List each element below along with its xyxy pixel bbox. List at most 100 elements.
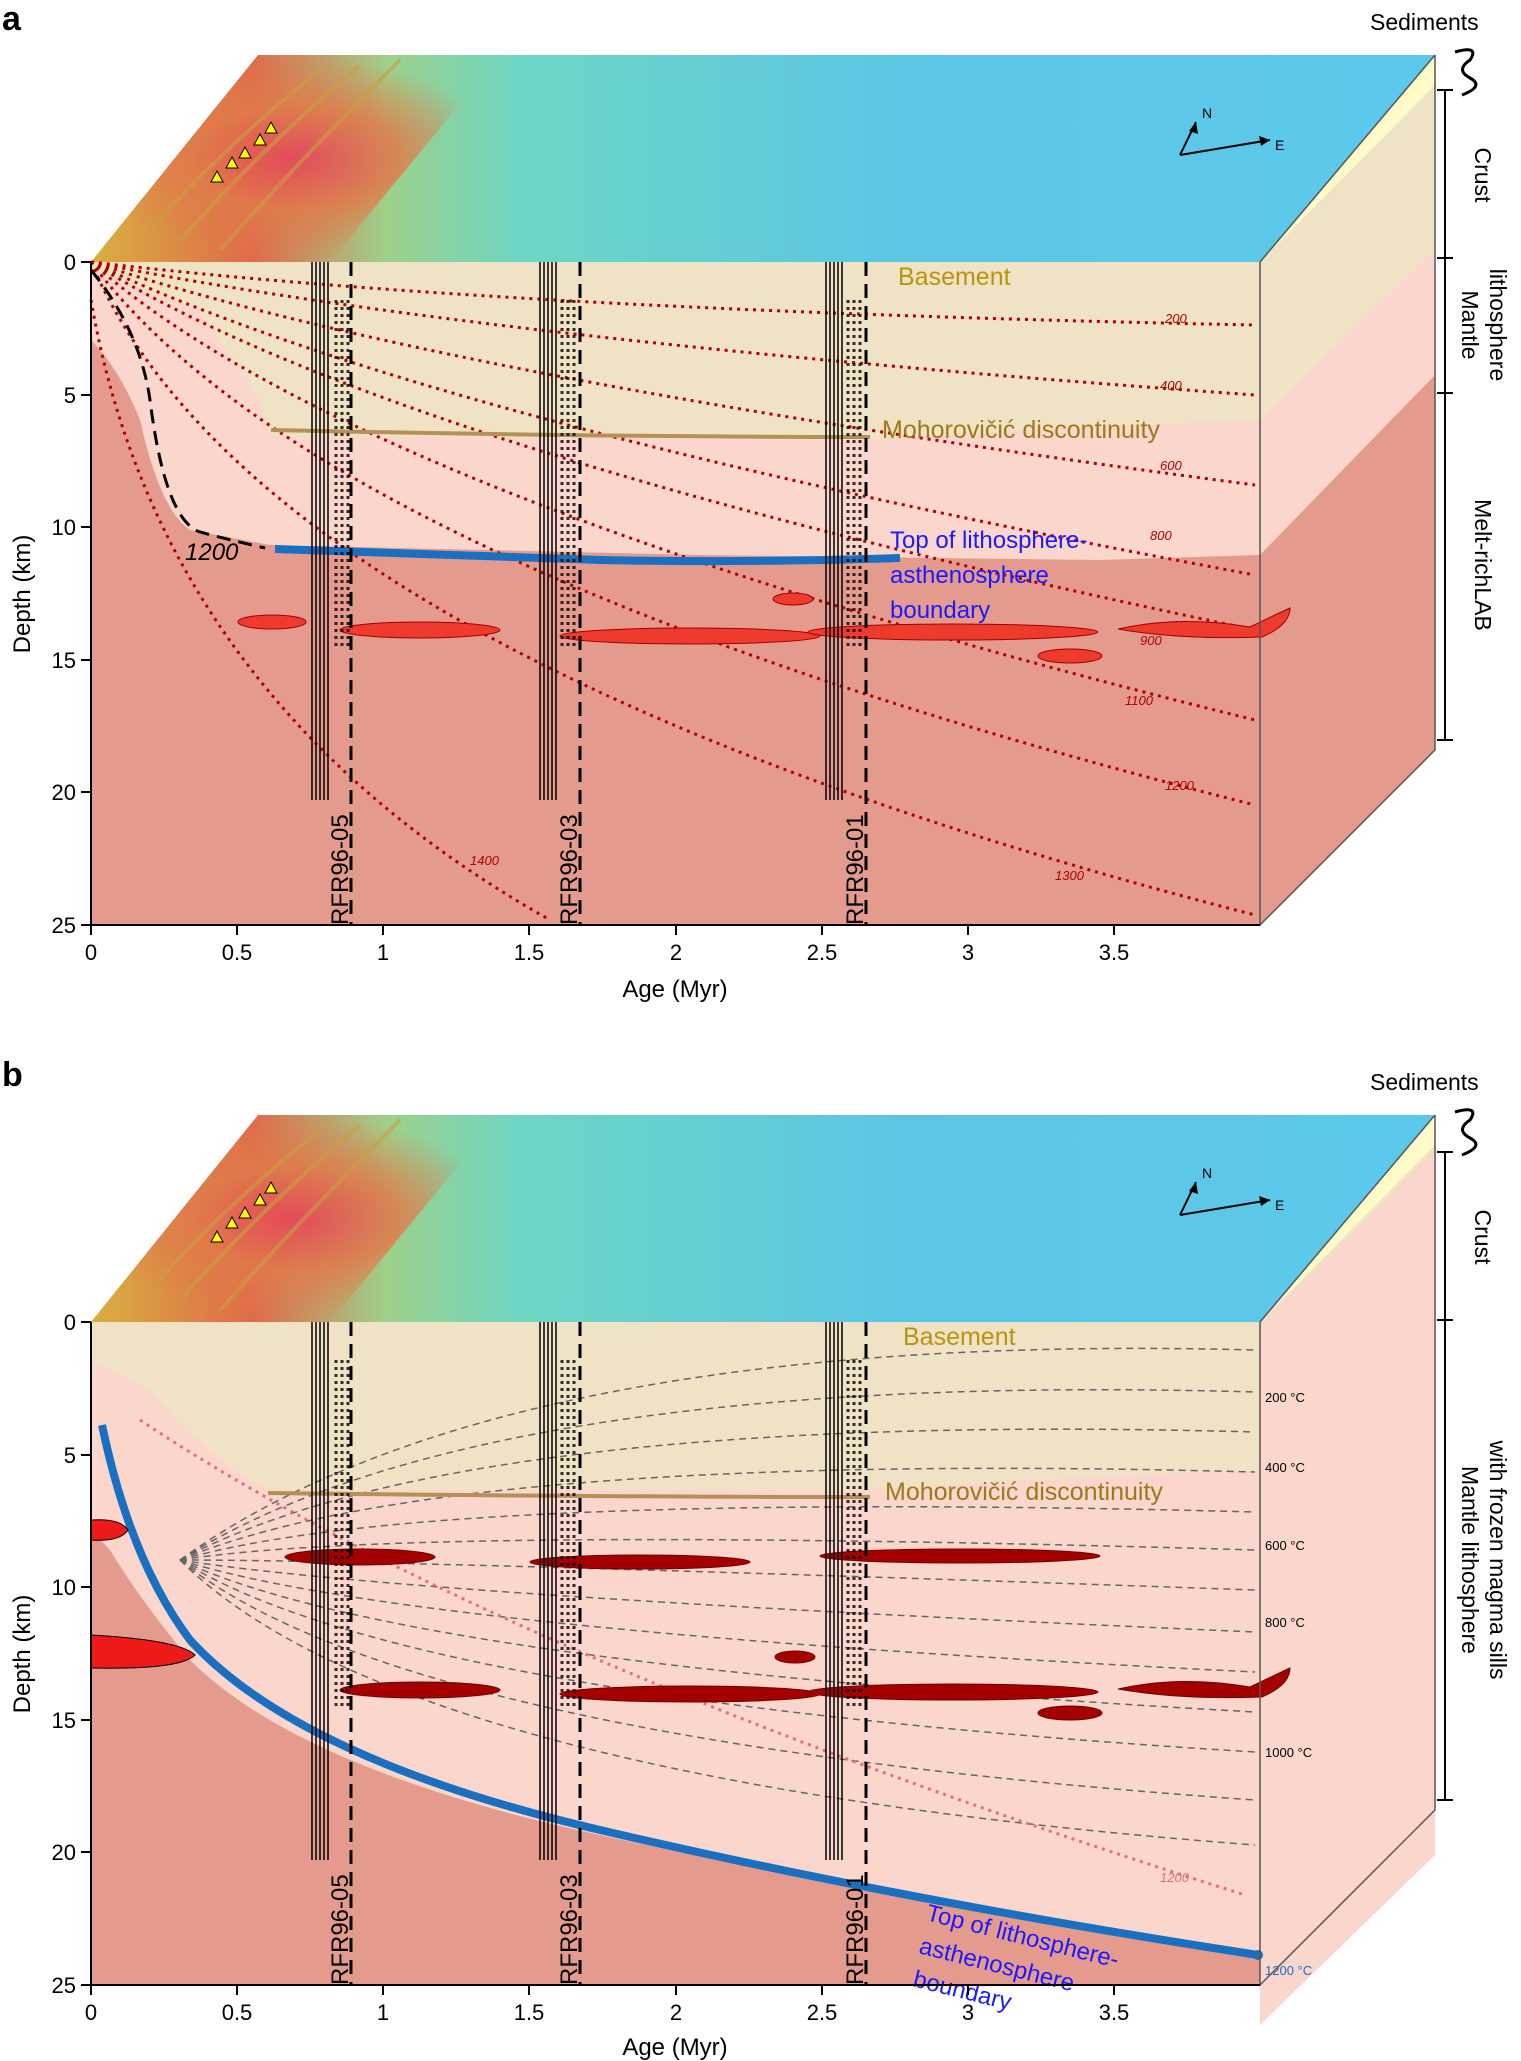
panel-a-xtick: 2.5 — [807, 940, 838, 965]
panel-b-isotherms — [179, 1347, 1256, 1846]
panel-a-iso-label-1300: 1300 — [1055, 868, 1085, 883]
panel-a-melt-sills — [237, 592, 1291, 664]
panel-b-ytick: 20 — [52, 1840, 76, 1865]
panel-a-sill — [807, 623, 1099, 641]
panel-a-ytick: 20 — [52, 780, 76, 805]
panel-b-side-crust — [1260, 1145, 1435, 1325]
panel-a-mantle-label-2: lithosphere — [1485, 269, 1511, 382]
panel-b-xlabel: Age (Myr) — [622, 2034, 727, 2061]
panel-a-sediments-pointer — [1454, 48, 1478, 97]
panel-a-profile-label-05: RFR96-05 — [327, 814, 354, 925]
panel-a-lab-line — [274, 545, 901, 566]
panel-b-moho-label: Mohorovičić discontinuity — [885, 1478, 1163, 1506]
panel-b-iso-label-200: 200 °C — [1265, 1390, 1305, 1405]
panel-a-ytick: 5 — [64, 383, 76, 408]
panel-a-sill — [559, 627, 821, 645]
panel-b-ytick: 5 — [64, 1443, 76, 1468]
panel-b-lab-endpoint — [1253, 1950, 1263, 1960]
panel-a-xlabel: Age (Myr) — [622, 976, 727, 1003]
panel-b-dotted-1200-isotherm — [139, 1418, 1246, 1897]
panel-a-ylabel: Depth (km) — [9, 535, 36, 654]
panel-a-iso-label-200: 200 — [1164, 311, 1187, 326]
panel-b-axes: 0 0.5 1 1.5 2 2.5 3 3.5 0 5 10 15 20 25 … — [9, 1310, 1260, 2061]
panel-b-ridge-topography — [91, 1115, 500, 1322]
panel-a-mantle-label-1: Mantle — [1457, 290, 1483, 359]
panel-b-xtick: 3.5 — [1099, 2000, 1130, 2025]
panel-a-isotherm-1200 — [89, 261, 1256, 807]
panel-b-xtick: 0 — [85, 2000, 97, 2025]
panel-a-melt-label: Melt-richLAB — [1470, 499, 1496, 631]
panel-b-profile-traces — [311, 1322, 868, 1985]
panel-a-xtick: 2 — [670, 940, 682, 965]
panel-b-profile-label-03: RFR96-03 — [556, 1874, 583, 1985]
panel-a-lab-label-1: Top of lithosphere- — [890, 527, 1087, 554]
panel-b-xtick: 3 — [962, 2000, 974, 2025]
panel-a-isotherm-1100 — [90, 260, 1256, 722]
panel-a-compass: N E — [1179, 105, 1284, 156]
panel-b-crust-label: Crust — [1470, 1210, 1496, 1266]
panel-a-compass-north: N — [1202, 105, 1212, 121]
panel-a-ytick: 0 — [64, 250, 76, 275]
panel-b-basement-label: Basement — [903, 1323, 1016, 1351]
panel-b-ridge-texture — [148, 1118, 402, 1312]
panel-b-sediments-pointer — [1454, 1108, 1478, 1157]
panel-b-iso-label-600: 600 °C — [1265, 1538, 1305, 1553]
panel-a-xtick: 1.5 — [514, 940, 545, 965]
panel-b-front-crust — [91, 1322, 1260, 1490]
panel-b-ridge-melt-lenses — [90, 1519, 196, 1669]
panel-a-side-asthenosphere — [1260, 375, 1435, 925]
panel-b-sill — [819, 1548, 1101, 1564]
panel-a-ridge-1200-label: 1200 — [185, 539, 239, 566]
panel-a-ridge-topography — [91, 55, 500, 262]
panel-a-sill — [1037, 648, 1103, 664]
panel-b-ridge-lens — [90, 1519, 129, 1541]
panel-b-sill — [1037, 1705, 1103, 1721]
panel-b-sill — [807, 1683, 1099, 1701]
panel-a-side-crust — [1260, 85, 1435, 420]
panel-b-letter: b — [2, 1056, 23, 1094]
panel-a-compass-east: E — [1275, 137, 1284, 153]
panel-b-moho-line — [267, 1491, 871, 1499]
panel-a-basement-label: Basement — [898, 263, 1011, 291]
panel-b-profile-label-01: RFR96-01 — [842, 1874, 869, 1985]
panel-a-front-crust — [91, 262, 1260, 440]
panel-a-iso-label-1400: 1400 — [470, 853, 500, 868]
panel-a-profile-traces — [311, 262, 868, 925]
panel-a-iso-label-400: 400 — [1160, 378, 1182, 393]
panel-b-compass-north: N — [1202, 1165, 1212, 1181]
panel-b-sediments-label: Sediments — [1370, 1069, 1479, 1095]
panel-b-xtick: 0.5 — [222, 2000, 253, 2025]
panel-a-xtick: 0 — [85, 940, 97, 965]
panel-b-volcano-markers — [210, 1180, 278, 1243]
panel-b-profile-label-05: RFR96-05 — [327, 1874, 354, 1985]
panel-a-xtick: 3 — [962, 940, 974, 965]
panel-b-sill — [529, 1554, 751, 1570]
panel-a-ridge-isotherm — [89, 269, 266, 550]
panel-b-compass: N E — [1179, 1165, 1284, 1216]
panel-b-compass-east: E — [1275, 1197, 1284, 1213]
panel-a-sill — [339, 621, 501, 639]
panel-a-xtick: 0.5 — [222, 940, 253, 965]
panel-a-isotherm-900 — [90, 260, 1256, 632]
panel-b-layer-bracket — [1437, 1108, 1478, 1801]
panel-a-isotherm-200 — [90, 260, 1256, 327]
panel-a-lab-label-2: asthenosphere — [890, 562, 1049, 589]
panel-b-xtick: 2 — [670, 2000, 682, 2025]
panel-a-isotherm-800 — [90, 260, 1256, 577]
panel-b-mantle-label-1: Mantle lithosphere — [1457, 1466, 1483, 1654]
panel-a-moho-label: Mohorovičić discontinuity — [882, 416, 1160, 444]
panel-b-dotted-1200-label: 1200 — [1160, 1870, 1190, 1885]
panel-a-sill — [237, 614, 307, 630]
panel-a-moho-line — [270, 428, 871, 439]
panel-b-ytick: 25 — [52, 1973, 76, 1998]
panel-b-mantle-label-2: with frozen magma sills — [1485, 1439, 1511, 1679]
panel-b-sill — [339, 1681, 501, 1699]
panel-a-layer-bracket — [1437, 48, 1478, 741]
panel-a-sill — [1117, 607, 1291, 639]
panel-b-frozen-sills — [284, 1548, 1291, 1721]
panel-a-profile-label-01: RFR96-01 — [842, 814, 869, 925]
panel-b-ytick: 10 — [52, 1575, 76, 1600]
panel-b-side-mantle — [1260, 1145, 1435, 2025]
panel-a-ridge-texture — [148, 58, 402, 252]
